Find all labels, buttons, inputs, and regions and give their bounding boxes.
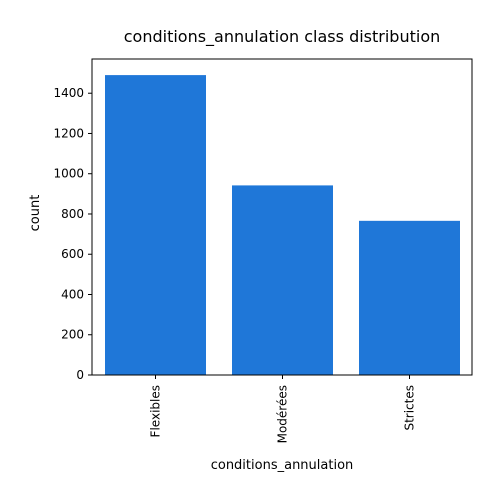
bars-group	[105, 75, 460, 375]
y-axis: 0 200 400 600 800 1000 1200 1400	[53, 86, 92, 382]
bar-flexibles	[105, 75, 206, 375]
y-axis-label: count	[28, 195, 43, 232]
bar-modérées	[232, 185, 333, 375]
bar-strictes	[359, 220, 460, 375]
y-tick-label: 800	[61, 207, 84, 221]
x-axis-label: conditions_annulation	[211, 458, 354, 473]
chart-title: conditions_annulation class distribution	[124, 27, 441, 47]
x-axis: Flexibles Modérées Strictes	[149, 375, 417, 443]
y-tick-label: 600	[61, 247, 84, 261]
y-tick-label: 400	[61, 287, 84, 301]
y-tick-label: 1200	[53, 126, 84, 140]
plot-frame	[91, 58, 473, 376]
y-tick-label: 1400	[53, 86, 84, 100]
x-tick-label-strictes: Strictes	[403, 385, 417, 431]
y-tick-label: 200	[61, 328, 84, 342]
x-tick-label-modérées: Modérées	[276, 385, 290, 443]
x-tick-label-flexibles: Flexibles	[149, 385, 163, 437]
y-tick-label: 1000	[53, 167, 84, 181]
y-tick-label: 0	[76, 368, 84, 382]
